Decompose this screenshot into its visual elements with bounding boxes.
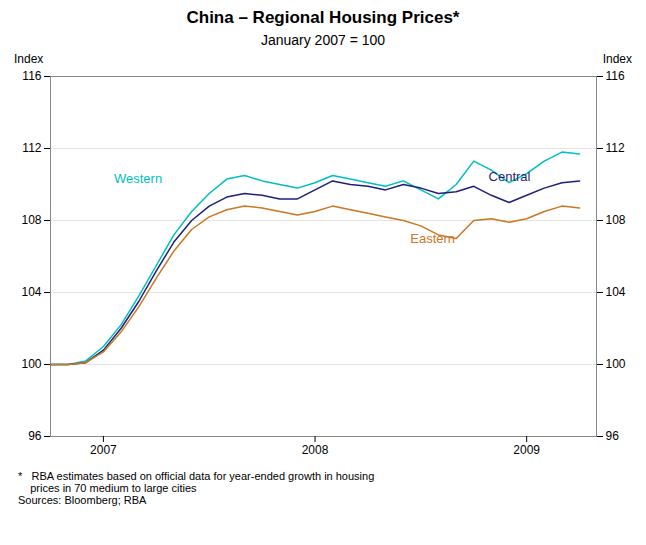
- html-text:Index: Index: [14, 52, 44, 66]
- svg-text:100: 100: [606, 357, 626, 371]
- svg-text:108: 108: [606, 213, 626, 227]
- svg-text:2009: 2009: [513, 443, 540, 457]
- html-text:January 2007 = 100: January 2007 = 100: [260, 32, 386, 48]
- svg-text:116: 116: [606, 69, 625, 83]
- html-text:Index: Index: [602, 52, 632, 66]
- svg-text:Eastern: Eastern: [410, 231, 455, 246]
- svg-text:96: 96: [606, 429, 620, 443]
- svg-text:Western: Western: [114, 171, 162, 186]
- svg-text:116: 116: [22, 69, 41, 83]
- svg-text:96: 96: [28, 429, 42, 443]
- svg-text:2008: 2008: [302, 443, 329, 457]
- svg-text:108: 108: [21, 213, 41, 227]
- svg-text:100: 100: [21, 357, 41, 371]
- html-text:* RBA estimates based on offic: * RBA estimates based on official data f…: [18, 470, 375, 506]
- svg-text:Central: Central: [489, 169, 531, 184]
- svg-text:112: 112: [22, 141, 41, 155]
- svg-text:104: 104: [21, 285, 41, 299]
- html-text:China – Regional Housing Price: China – Regional Housing Prices*: [186, 8, 460, 27]
- svg-text:112: 112: [606, 141, 625, 155]
- svg-text:104: 104: [606, 285, 626, 299]
- svg-text:2007: 2007: [90, 443, 117, 457]
